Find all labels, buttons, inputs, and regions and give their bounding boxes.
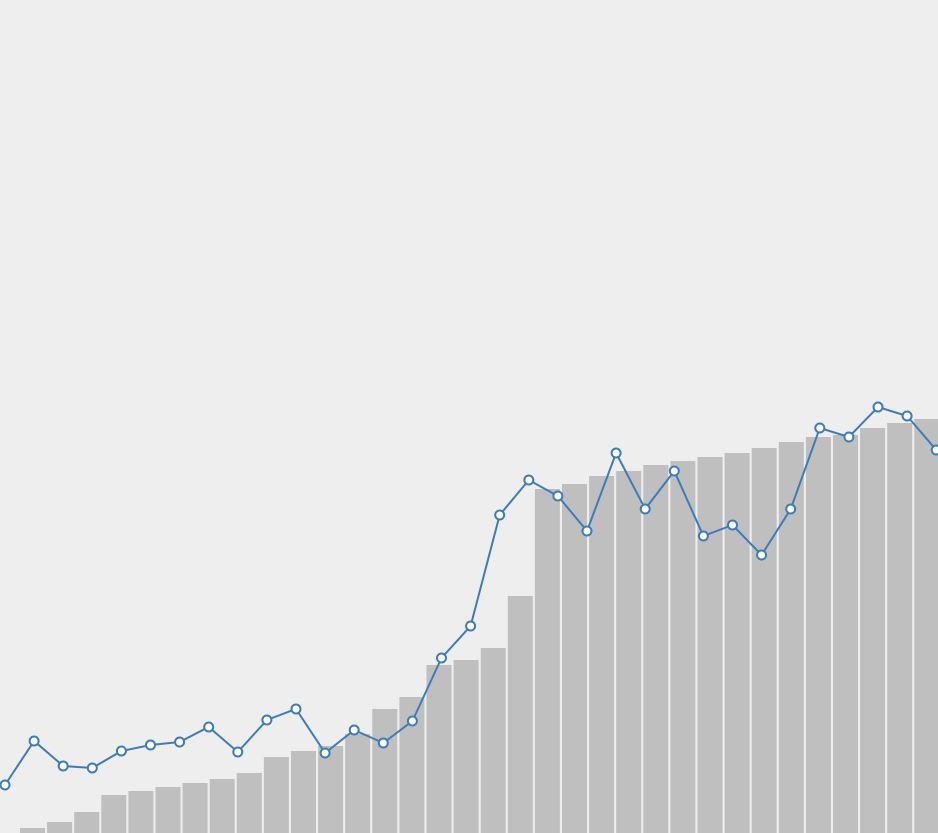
- bar: [616, 471, 642, 833]
- bar: [345, 734, 371, 833]
- point: [232, 746, 244, 758]
- bar: [128, 791, 154, 833]
- bar: [318, 746, 344, 833]
- bar: [805, 437, 831, 833]
- point: [523, 474, 535, 486]
- bar: [101, 795, 127, 833]
- point: [86, 762, 98, 774]
- point: [174, 736, 186, 748]
- point: [145, 739, 156, 751]
- bar: [534, 489, 560, 833]
- point: [552, 490, 564, 502]
- point: [814, 422, 826, 434]
- point: [465, 620, 477, 632]
- bar: [833, 435, 858, 833]
- point: [57, 760, 69, 772]
- point: [436, 652, 447, 664]
- point: [668, 465, 680, 477]
- point: [28, 735, 40, 747]
- point: [901, 410, 913, 422]
- bar: [643, 465, 669, 833]
- bar: [372, 709, 398, 833]
- point: [115, 745, 127, 757]
- bar: [751, 448, 777, 833]
- bar: [426, 665, 452, 833]
- bar: [20, 828, 45, 833]
- bar: [724, 453, 750, 833]
- point: [494, 509, 506, 521]
- bar: [697, 457, 723, 833]
- bar: [47, 822, 73, 833]
- point: [930, 444, 938, 456]
- bar: [670, 461, 696, 833]
- point: [406, 715, 418, 727]
- point: [261, 714, 273, 726]
- bar: [236, 773, 262, 833]
- bar: [778, 442, 804, 833]
- point: [377, 737, 389, 749]
- point: [872, 401, 884, 413]
- point: [348, 724, 360, 736]
- point: [0, 779, 11, 791]
- point: [203, 721, 215, 733]
- bar: [263, 757, 289, 833]
- bar: [209, 779, 235, 833]
- bar: [914, 419, 938, 833]
- point: [319, 747, 331, 759]
- bar: [860, 428, 886, 833]
- point: [639, 503, 651, 515]
- bar: [291, 751, 316, 833]
- point: [843, 431, 855, 443]
- bar: [74, 812, 100, 833]
- bar: [507, 596, 533, 833]
- point: [727, 519, 738, 531]
- bar: [480, 648, 506, 833]
- bar: [155, 787, 181, 833]
- point: [697, 530, 709, 542]
- bar: [182, 783, 208, 833]
- point: [290, 703, 302, 715]
- point: [756, 549, 768, 561]
- bar: [887, 423, 913, 833]
- bar: [453, 660, 479, 833]
- bar: [589, 476, 615, 833]
- bar: [562, 484, 587, 833]
- point: [610, 447, 622, 459]
- point: [785, 503, 797, 515]
- point: [581, 525, 593, 537]
